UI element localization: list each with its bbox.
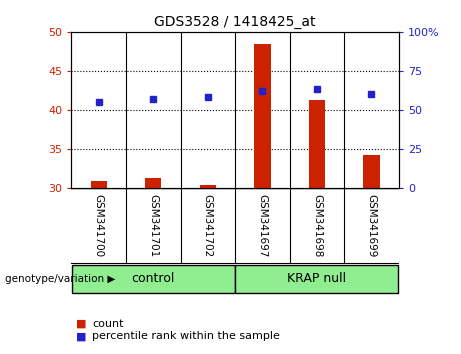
Text: control: control: [131, 272, 175, 285]
Text: GSM341699: GSM341699: [366, 194, 377, 257]
Text: KRAP null: KRAP null: [287, 272, 347, 285]
Bar: [145, 178, 161, 188]
Text: ■: ■: [76, 331, 87, 341]
Text: GSM341700: GSM341700: [94, 194, 104, 257]
Bar: [90, 181, 107, 188]
FancyBboxPatch shape: [236, 265, 398, 293]
Text: percentile rank within the sample: percentile rank within the sample: [92, 331, 280, 341]
Bar: [254, 44, 271, 188]
Text: ■: ■: [76, 319, 87, 329]
Text: GSM341697: GSM341697: [257, 194, 267, 257]
Text: count: count: [92, 319, 124, 329]
Text: GSM341701: GSM341701: [148, 194, 158, 257]
Bar: [200, 185, 216, 188]
Text: GSM341702: GSM341702: [203, 194, 213, 257]
Bar: [363, 155, 380, 188]
Bar: [309, 101, 325, 188]
FancyBboxPatch shape: [72, 265, 235, 293]
Text: GSM341698: GSM341698: [312, 194, 322, 257]
Title: GDS3528 / 1418425_at: GDS3528 / 1418425_at: [154, 16, 316, 29]
Text: genotype/variation ▶: genotype/variation ▶: [5, 274, 115, 284]
